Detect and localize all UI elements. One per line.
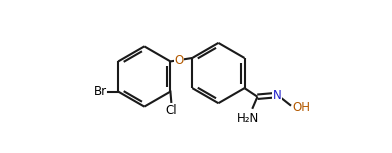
Text: H₂N: H₂N — [237, 112, 259, 125]
Text: OH: OH — [293, 101, 311, 114]
Text: Br: Br — [94, 85, 107, 98]
Text: O: O — [174, 54, 183, 67]
Text: N: N — [273, 89, 281, 102]
Text: Cl: Cl — [165, 104, 177, 118]
